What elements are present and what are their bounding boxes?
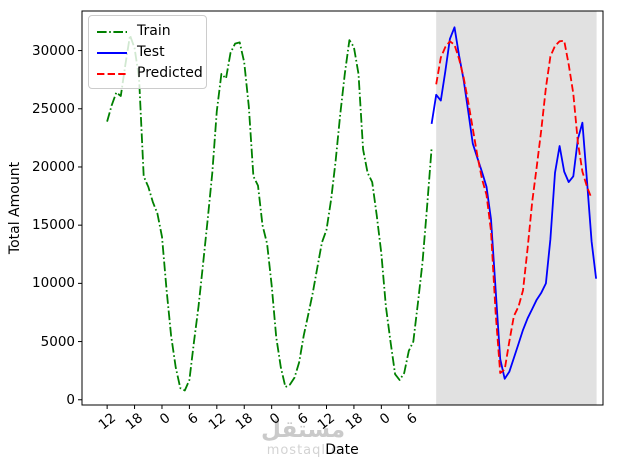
legend-label: Predicted <box>137 65 203 81</box>
legend-label: Test <box>137 44 165 60</box>
y-tick-label: 10000 <box>32 275 75 292</box>
legend: Train Test Predicted <box>88 15 207 89</box>
y-tick-label: 0 <box>66 391 75 408</box>
legend-label: Train <box>137 23 171 39</box>
y-tick-label: 15000 <box>32 217 75 234</box>
y-tick-label: 30000 <box>32 42 75 59</box>
y-tick-label: 20000 <box>32 158 75 175</box>
legend-line-sample-dashdot <box>97 30 127 33</box>
series-line-train <box>106 34 433 392</box>
legend-line-sample-solid <box>97 51 127 54</box>
legend-line-sample-dashed <box>97 72 127 75</box>
legend-item-test: Test <box>97 42 198 63</box>
axes-frame <box>81 10 604 406</box>
legend-item-train: Train <box>97 21 198 42</box>
series-line-predicted <box>435 39 593 374</box>
x-axis-label: Date <box>325 442 359 458</box>
series-line-test <box>430 26 597 380</box>
y-tick-label: 5000 <box>40 333 75 350</box>
forecast-shaded-region <box>436 11 597 405</box>
y-tick-label: 25000 <box>32 100 75 117</box>
y-axis-label: Total Amount <box>7 161 23 255</box>
legend-item-predicted: Predicted <box>97 63 203 84</box>
